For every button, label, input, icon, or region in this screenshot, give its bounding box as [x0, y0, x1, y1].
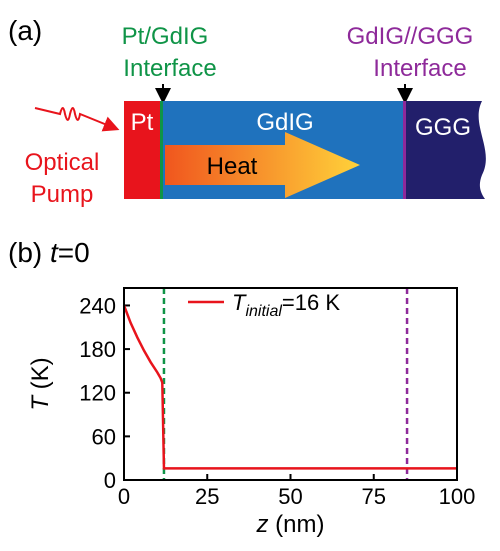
x-tick-label: 0	[118, 484, 130, 509]
legend-rest: =16 K	[282, 290, 340, 315]
interface-label: GdIG//GGG	[347, 23, 474, 50]
x-axis-unit: (nm)	[269, 511, 325, 538]
title-var: t	[50, 237, 59, 268]
x-tick-label: 50	[278, 484, 302, 509]
y-tick-label: 180	[79, 337, 116, 362]
interface-line	[403, 101, 406, 199]
interface-label: Interface	[373, 55, 466, 82]
pt-layer	[124, 101, 160, 199]
heat-label: Heat	[207, 153, 258, 180]
panel-title: (b) t=0	[8, 237, 90, 268]
pump-label: Pump	[31, 181, 94, 208]
legend-label: Tinitial=16 K	[232, 290, 340, 320]
heat-arrow	[165, 132, 360, 198]
interface-label: Interface	[123, 55, 216, 82]
data-line	[122, 305, 457, 470]
y-axis-unit: (K)	[27, 357, 54, 396]
plot-frame	[123, 287, 458, 481]
layer-label: Pt	[131, 109, 154, 136]
layer-label: GGG	[415, 114, 471, 141]
panel-label: (a)	[8, 15, 42, 46]
pump-label: Optical	[25, 149, 100, 176]
x-axis-var: z	[256, 511, 269, 538]
y-axis-label: T (K)	[27, 357, 54, 410]
x-axis-label: z (nm)	[256, 511, 325, 538]
y-tick-label: 240	[79, 293, 116, 318]
panel-label: (b)	[8, 237, 42, 268]
interface-label: Pt/GdIG	[122, 23, 209, 50]
y-tick-label: 60	[92, 424, 116, 449]
pump-arrow	[34, 107, 120, 132]
x-tick-label: 100	[439, 484, 476, 509]
legend-subscript: initial	[245, 303, 282, 320]
x-tick-label: 75	[362, 484, 386, 509]
x-tick-label: 25	[195, 484, 219, 509]
layer-label: GdIG	[256, 109, 313, 136]
title-rest: =0	[58, 237, 90, 268]
interface-line	[160, 101, 163, 199]
y-axis-var: T	[27, 394, 54, 411]
panel-a: (a) Pt/GdIG Interface GdIG//GGG Interfac…	[8, 15, 486, 208]
y-tick-label: 0	[104, 468, 116, 493]
panel-b: (b) t=0 0 60 120 180 240 0 25 50 75 100 Tinitial=1…	[8, 237, 475, 538]
y-tick-label: 120	[79, 381, 116, 406]
legend-symbol: T	[232, 290, 247, 315]
ggg-layer	[406, 101, 486, 199]
